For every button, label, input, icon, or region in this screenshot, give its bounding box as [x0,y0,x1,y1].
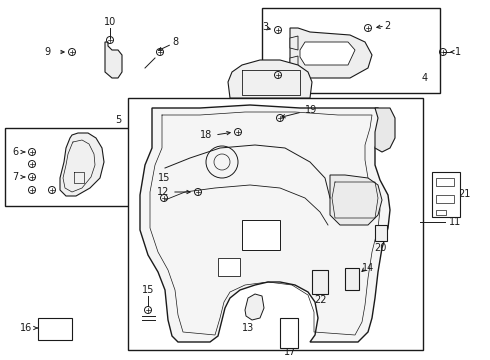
Polygon shape [290,56,298,72]
Text: 13: 13 [242,323,254,333]
Bar [436,178,454,186]
Bar [432,172,460,217]
Bar [375,225,387,241]
Text: 17: 17 [284,347,296,357]
Text: 3: 3 [262,22,268,32]
Polygon shape [330,175,382,225]
Bar [312,270,328,294]
Polygon shape [300,42,355,65]
Bar [262,8,440,93]
Bar [218,258,240,276]
Text: 21: 21 [458,189,470,199]
Text: 7: 7 [12,172,18,182]
Text: 19: 19 [305,105,317,115]
Text: 18: 18 [200,130,212,140]
Text: 22: 22 [314,295,326,305]
Bar [128,98,423,350]
Text: 2: 2 [384,21,390,31]
Polygon shape [290,28,372,78]
Bar [5,128,133,206]
Text: 20: 20 [374,243,386,253]
Text: 6: 6 [12,147,18,157]
Polygon shape [228,60,312,98]
Bar [38,318,72,340]
Text: 10: 10 [104,17,116,27]
Polygon shape [105,42,122,78]
Text: 15: 15 [142,285,154,295]
Bar [436,210,446,215]
Bar [242,220,280,250]
Bar [280,318,298,348]
Polygon shape [60,133,104,196]
Text: 15: 15 [158,173,170,183]
Polygon shape [375,108,395,152]
Bar [345,268,359,290]
Text: 11: 11 [449,217,461,227]
Text: 16: 16 [20,323,32,333]
Text: 8: 8 [172,37,178,47]
Text: 1: 1 [455,47,461,57]
Text: 9: 9 [44,47,50,57]
Text: 4: 4 [262,68,268,78]
Text: 4: 4 [422,73,428,83]
Bar [436,195,454,203]
Text: 14: 14 [362,263,374,273]
Polygon shape [290,36,298,50]
Polygon shape [245,294,264,320]
Text: 12: 12 [157,187,169,197]
Polygon shape [140,105,390,342]
Text: 5: 5 [115,115,121,125]
